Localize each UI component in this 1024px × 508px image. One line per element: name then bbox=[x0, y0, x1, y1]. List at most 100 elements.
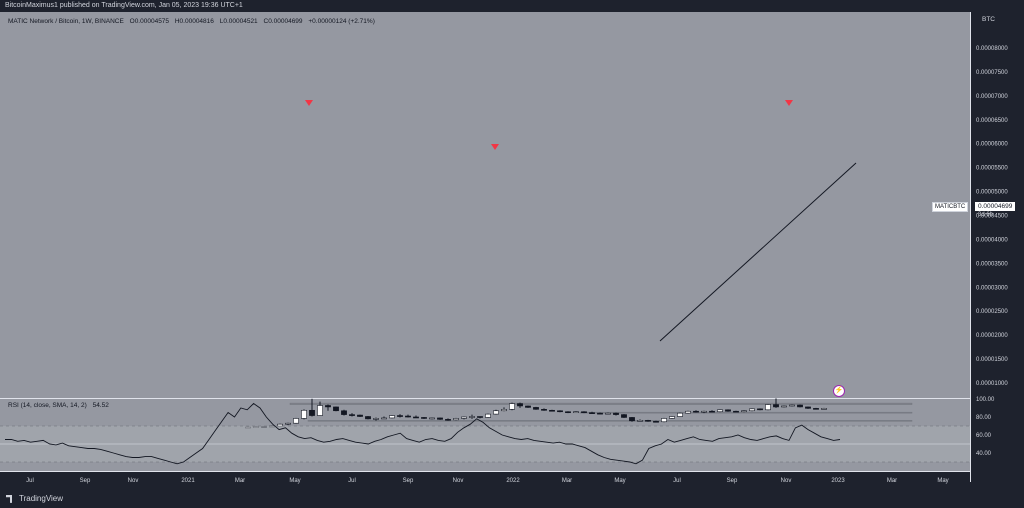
pane-separator[interactable] bbox=[0, 398, 1024, 399]
publish-header: BitcoinMaximus1 published on TradingView… bbox=[0, 0, 1024, 12]
price-tick-label: 0.00001000 bbox=[976, 381, 1008, 387]
candle-body bbox=[733, 410, 739, 413]
time-tick-label: Jul bbox=[26, 478, 34, 484]
candle-body bbox=[637, 420, 643, 422]
candle-body bbox=[749, 408, 755, 412]
rsi-line bbox=[5, 402, 841, 465]
candle-body bbox=[661, 418, 667, 423]
candle-body bbox=[725, 409, 731, 412]
candle-body bbox=[653, 420, 659, 423]
last-price-tag: MATICBTC 0.00004699 3d 6h bbox=[932, 202, 1024, 219]
symbol-title: MATIC Network / Bitcoin, 1W, BINANCE bbox=[8, 18, 124, 25]
candle-body bbox=[541, 409, 547, 411]
candle-body bbox=[805, 406, 811, 409]
ohlc-low: L0.00004521 bbox=[219, 18, 258, 25]
candle-body bbox=[693, 410, 699, 413]
time-tick-label: Mar bbox=[887, 478, 897, 484]
price-tick-label: 0.00007500 bbox=[976, 70, 1008, 76]
price-tick-label: 0.00004500 bbox=[976, 214, 1008, 220]
candle-body bbox=[293, 418, 299, 424]
time-tick-label: 2021 bbox=[181, 478, 195, 484]
candle-body bbox=[485, 413, 491, 418]
candle-body bbox=[581, 411, 587, 414]
currency-label: BTC bbox=[982, 16, 995, 23]
price-tag-symbol: MATICBTC bbox=[932, 202, 969, 212]
time-tick-label: Sep bbox=[403, 478, 414, 484]
candle-body bbox=[685, 410, 691, 414]
candle-body bbox=[381, 417, 387, 420]
candle-body bbox=[589, 412, 595, 414]
candle-body bbox=[357, 414, 363, 417]
symbol-legend[interactable]: MATIC Network / Bitcoin, 1W, BINANCE O0.… bbox=[8, 18, 379, 25]
price-tick-label: 0.00002500 bbox=[976, 309, 1008, 315]
price-tick-label: 0.00003000 bbox=[976, 285, 1008, 291]
candle-body bbox=[813, 408, 819, 410]
candle-body bbox=[533, 407, 539, 410]
price-chart-area[interactable] bbox=[0, 12, 970, 398]
candle-body bbox=[645, 420, 651, 422]
candle-body bbox=[333, 406, 339, 412]
tradingview-logo[interactable]: TradingView bbox=[6, 494, 63, 503]
candle-body bbox=[765, 404, 771, 411]
candle-body bbox=[573, 411, 579, 414]
price-tick-label: 0.00008000 bbox=[976, 46, 1008, 52]
candle-body bbox=[397, 415, 403, 417]
time-tick-label: Sep bbox=[80, 478, 91, 484]
candle-body bbox=[285, 422, 291, 425]
time-tick-label: 2022 bbox=[506, 478, 520, 484]
candle-body bbox=[389, 415, 395, 419]
time-axis[interactable] bbox=[0, 471, 970, 489]
resistance-zone bbox=[289, 402, 913, 405]
candle-body bbox=[613, 412, 619, 415]
candle-body bbox=[517, 403, 523, 407]
candle-body bbox=[325, 405, 331, 408]
rsi-tick-label: 60.00 bbox=[976, 433, 992, 439]
time-tick-label: Nov bbox=[128, 478, 139, 484]
candle-body bbox=[309, 409, 315, 416]
candle-body bbox=[773, 404, 779, 408]
candle-body bbox=[821, 408, 827, 410]
candle-body bbox=[453, 418, 459, 421]
candle-body bbox=[717, 409, 723, 413]
lightning-icon[interactable]: ⚡ bbox=[833, 385, 845, 397]
publish-text: BitcoinMaximus1 published on TradingView… bbox=[5, 2, 243, 9]
candle-body bbox=[437, 417, 443, 420]
price-tick-label: 0.00001500 bbox=[976, 357, 1008, 363]
price-tag-countdown: 3d 6h bbox=[978, 212, 994, 218]
time-tick-label: Jul bbox=[348, 478, 356, 484]
footer-bar bbox=[0, 488, 1024, 508]
bearish-marker-icon bbox=[785, 100, 793, 106]
price-tick-label: 0.00005500 bbox=[976, 166, 1008, 172]
price-tick-label: 0.00007000 bbox=[976, 94, 1008, 100]
candle-body bbox=[301, 409, 307, 419]
rsi-tick-label: 40.00 bbox=[976, 451, 992, 457]
candle-body bbox=[709, 410, 715, 413]
candle-body bbox=[493, 410, 499, 415]
candle-body bbox=[701, 410, 707, 413]
rsi-legend[interactable]: RSI (14, close, SMA, 14, 2) 54.52 bbox=[8, 402, 113, 409]
time-tick-label: Nov bbox=[781, 478, 792, 484]
price-tick-label: 0.00005000 bbox=[976, 190, 1008, 196]
candle-body bbox=[445, 419, 451, 421]
time-tick-label: 2023 bbox=[831, 478, 845, 484]
time-tick-label: Mar bbox=[562, 478, 572, 484]
candle-body bbox=[413, 416, 419, 419]
time-tick-label: May bbox=[937, 478, 948, 484]
time-tick-label: Nov bbox=[453, 478, 464, 484]
rsi-title: RSI (14, close, SMA, 14, 2) bbox=[8, 402, 87, 409]
candle-body bbox=[349, 414, 355, 416]
candle-body bbox=[741, 410, 747, 413]
ohlc-change: +0.00000124 (+2.71%) bbox=[308, 18, 375, 25]
candle-body bbox=[605, 412, 611, 415]
candle-body bbox=[597, 412, 603, 415]
candle-body bbox=[477, 416, 483, 418]
price-tick-label: 0.00006500 bbox=[976, 118, 1008, 124]
candle-body bbox=[757, 408, 763, 411]
candle-body bbox=[469, 416, 475, 418]
candle-body bbox=[373, 418, 379, 420]
price-scale[interactable] bbox=[970, 12, 1024, 482]
ohlc-high: H0.00004816 bbox=[174, 18, 214, 25]
rsi-tick-label: 100.00 bbox=[976, 397, 995, 403]
candle-body bbox=[549, 409, 555, 412]
